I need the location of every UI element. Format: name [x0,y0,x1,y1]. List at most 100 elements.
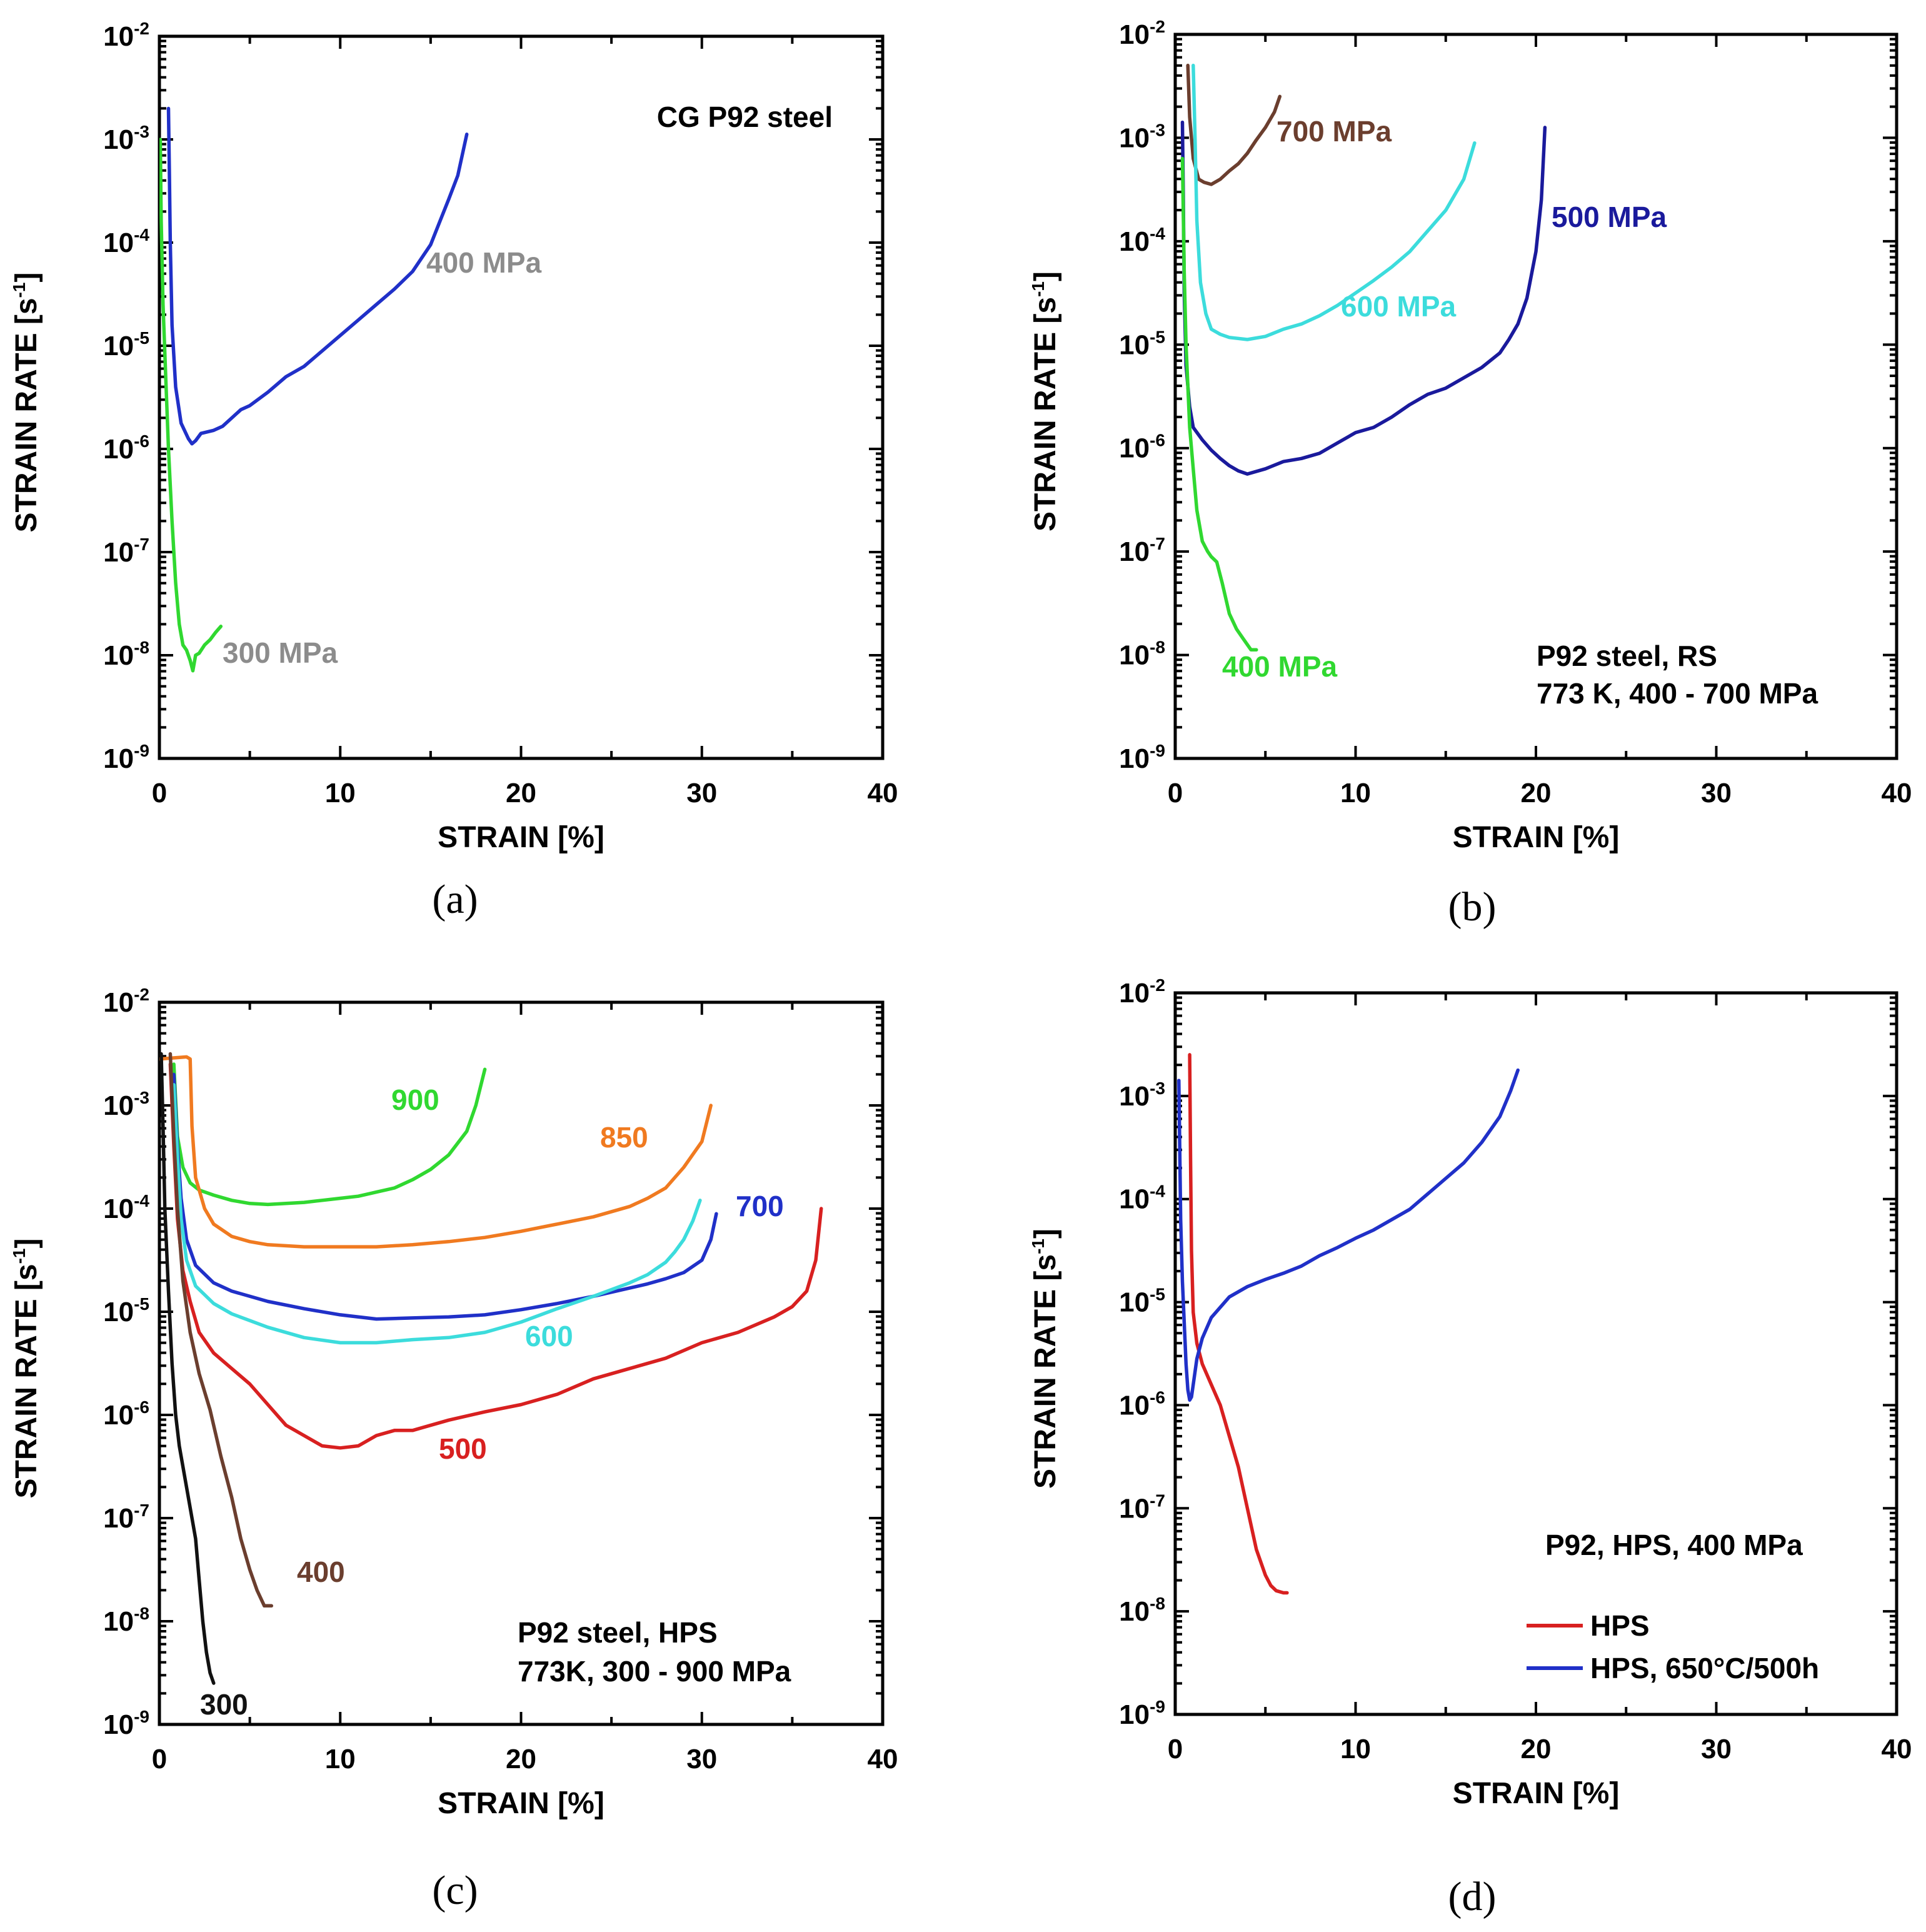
x-tick-label: 40 [868,1744,898,1774]
series-line-600-mpa [1191,63,1477,341]
y-tick-base: 10 [1119,226,1150,257]
series-label-600-mpa: 600 MPa [1341,290,1457,323]
plot-frame [1173,991,1898,1716]
annotation-text: P92, HPS, 400 MPa [1545,1529,1803,1561]
y-tick-base: 10 [103,228,134,258]
y-tick-exponent: -3 [1150,1079,1165,1098]
y-tick-label: 10-5 [103,1294,149,1327]
y-tick-base: 10 [1119,1699,1150,1730]
y-tick-label: 10-3 [1119,1079,1165,1112]
y-tick-base: 10 [103,987,134,1018]
x-tick-label: 0 [152,778,167,808]
y-tick-label: 10-8 [1119,638,1165,671]
y-tick-base: 10 [1119,123,1150,153]
y-tick-exponent: -6 [134,1397,149,1417]
series-line-700 [172,1072,718,1321]
x-tick-label: 30 [686,1744,717,1774]
series-label-850: 850 [600,1121,648,1154]
y-tick-base: 10 [103,1709,134,1740]
y-tick-label: 10-9 [103,1707,149,1740]
y-axis-title-main: STRAIN RATE [s [10,1264,43,1498]
series-label-500: 500 [439,1432,487,1465]
x-tick-label: 30 [1701,1734,1732,1764]
y-tick-base: 10 [103,331,134,361]
series-label-600: 600 [525,1320,573,1352]
y-tick-label: 10-4 [1119,224,1165,257]
panel-label: (d) [1448,1874,1497,1919]
x-tick-label: 20 [506,778,536,808]
y-tick-label: 10-8 [103,1604,149,1637]
y-tick-label: 10-7 [1119,534,1165,567]
y-tick-exponent: -3 [1150,120,1165,139]
y-tick-exponent: -8 [134,638,149,657]
x-tick-label: 0 [1168,778,1183,808]
y-tick-exponent: -8 [1150,1594,1165,1613]
x-tick-label: 0 [152,1744,167,1774]
y-tick-exponent: -5 [134,1294,149,1314]
y-tick-label: 10-6 [103,431,149,465]
y-tick-label: 10-9 [1119,741,1165,774]
x-tick-label: 10 [1340,778,1371,808]
y-tick-base: 10 [1119,19,1150,50]
series-label-500-mpa: 500 MPa [1552,201,1667,233]
y-axis-title-exp: -1 [9,1248,29,1264]
annotation-text: CG P92 steel [657,101,833,133]
annotation-text: 773K, 300 - 900 MPa [518,1655,791,1688]
series-label-400: 400 [297,1556,345,1588]
series-line-850 [159,1055,713,1249]
y-tick-label: 10-4 [1119,1182,1165,1215]
y-tick-exponent: -7 [1150,534,1165,553]
series-label-900: 900 [391,1084,439,1116]
panel-label: (a) [432,877,478,922]
series-label-700-mpa: 700 MPa [1276,115,1392,148]
x-tick-label: 10 [325,1744,356,1774]
x-tick-label: 0 [1168,1734,1183,1764]
y-tick-base: 10 [1119,743,1150,774]
y-tick-exponent: -8 [1150,638,1165,657]
y-tick-label: 10-6 [103,1397,149,1431]
series-line-400 [168,1052,274,1608]
y-tick-base: 10 [1119,536,1150,567]
y-tick-label: 10-9 [1119,1697,1165,1730]
chart-panel-c: 10-910-810-710-610-510-410-310-20 10 20 30 4… [9,985,898,1913]
y-axis-title: STRAIN RATE [s-1] [9,272,43,532]
y-tick-label: 10-2 [103,19,149,52]
y-tick-label: 10-7 [103,535,149,568]
series-line-hps [1188,1053,1289,1595]
legend-label: HPS [1590,1609,1650,1642]
panel-label: (c) [432,1868,478,1913]
y-tick-exponent: -6 [134,431,149,451]
y-tick-base: 10 [1119,1081,1150,1112]
y-tick-exponent: -9 [1150,741,1165,760]
series-line-400-mpa [1180,156,1258,652]
y-tick-base: 10 [1119,330,1150,360]
y-tick-label: 10-9 [103,741,149,774]
y-axis-title-exp: -1 [1028,281,1048,297]
y-tick-label: 10-3 [103,1088,149,1121]
chart-panel-b: 10-910-810-710-610-510-410-310-20 10 20 30 4… [1028,17,1912,930]
y-tick-exponent: -4 [1150,1182,1165,1201]
y-tick-base: 10 [103,537,134,568]
y-tick-base: 10 [103,434,134,465]
y-tick-exponent: -9 [134,1707,149,1726]
x-tick-label: 40 [1882,778,1912,808]
chart-panel-a: 10-910-810-710-610-510-410-310-20 10 20 30 4… [9,19,898,922]
y-axis-title-main: STRAIN RATE [s [1029,297,1062,531]
x-axis-title: STRAIN [%] [438,1787,604,1820]
y-axis-title-end: ] [1029,1229,1062,1239]
annotation-text: 773 K, 400 - 700 MPa [1537,677,1818,710]
x-tick-label: 40 [868,778,898,808]
x-tick-label: 40 [1882,1734,1912,1764]
annotation-text: P92 steel, HPS [518,1616,718,1649]
x-tick-label: 20 [1521,1734,1552,1764]
panels-group: 10-910-810-710-610-510-410-310-20 10 20 30 4… [9,17,1912,1919]
y-tick-label: 10-4 [103,1191,149,1224]
y-tick-label: 10-6 [1119,431,1165,464]
y-tick-label: 10-7 [103,1501,149,1534]
y-tick-base: 10 [103,1400,134,1431]
y-tick-base: 10 [1119,978,1150,1009]
y-axis-title: STRAIN RATE [s-1] [9,1238,43,1498]
y-axis-title-exp: -1 [9,282,29,298]
series-line-300 [159,1052,216,1685]
y-tick-label: 10-3 [103,122,149,155]
